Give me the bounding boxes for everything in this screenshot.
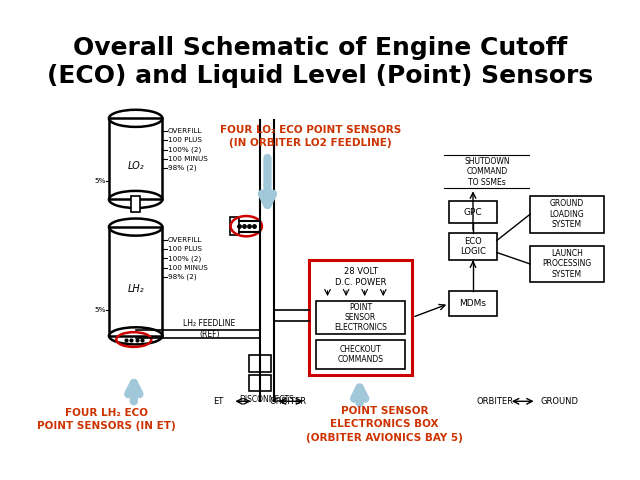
- Text: FOUR LO₂ ECO POINT SENSORS
(IN ORBITER LO2 FEEDLINE): FOUR LO₂ ECO POINT SENSORS (IN ORBITER L…: [220, 125, 401, 148]
- Bar: [230, 217, 239, 235]
- Text: 100% (2): 100% (2): [168, 146, 201, 153]
- Text: 28 VOLT
D.C. POWER: 28 VOLT D.C. POWER: [335, 267, 387, 287]
- Text: 100 PLUS: 100 PLUS: [168, 137, 202, 144]
- Text: 5%: 5%: [95, 178, 106, 184]
- Text: GROUND
LOADING
SYSTEM: GROUND LOADING SYSTEM: [550, 199, 584, 229]
- Text: (ECO) and Liquid Level (Point) Sensors: (ECO) and Liquid Level (Point) Sensors: [47, 64, 593, 88]
- Text: CHECKOUT
COMMANDS: CHECKOUT COMMANDS: [337, 345, 383, 364]
- Text: POINT
SENSOR
ELECTRONICS: POINT SENSOR ELECTRONICS: [334, 302, 387, 332]
- Text: LAUNCH
PROCESSING
SYSTEM: LAUNCH PROCESSING SYSTEM: [542, 249, 591, 279]
- Bar: [131, 196, 140, 212]
- Bar: [316, 301, 404, 334]
- Text: 100% (2): 100% (2): [168, 255, 201, 262]
- Text: OVERFILL: OVERFILL: [168, 237, 202, 243]
- Text: ECO
LOGIC: ECO LOGIC: [460, 237, 486, 256]
- Text: 100 PLUS: 100 PLUS: [168, 246, 202, 252]
- Text: SHUTDOWN
COMMAND
TO SSMEs: SHUTDOWN COMMAND TO SSMEs: [464, 157, 509, 187]
- Bar: [449, 233, 497, 260]
- Text: POINT SENSOR
ELECTRONICS BOX
(ORBITER AVIONICS BAY 5): POINT SENSOR ELECTRONICS BOX (ORBITER AV…: [306, 406, 463, 443]
- Text: Overall Schematic of Engine Cutoff: Overall Schematic of Engine Cutoff: [73, 36, 567, 60]
- Text: LH₂ FEEDLINE
(REF): LH₂ FEEDLINE (REF): [183, 319, 236, 339]
- Bar: [249, 355, 271, 372]
- Text: 98% (2): 98% (2): [168, 165, 196, 171]
- Bar: [309, 260, 412, 375]
- Bar: [109, 119, 163, 200]
- Bar: [249, 374, 271, 391]
- Bar: [316, 339, 404, 369]
- Text: MDMs: MDMs: [460, 299, 486, 308]
- Bar: [449, 201, 497, 223]
- Text: LO₂: LO₂: [127, 161, 144, 171]
- Bar: [530, 196, 604, 233]
- Text: OVERFILL: OVERFILL: [168, 128, 202, 134]
- Text: 100 MINUS: 100 MINUS: [168, 156, 208, 162]
- Text: LH₂: LH₂: [127, 284, 144, 294]
- Text: 100 MINUS: 100 MINUS: [168, 264, 208, 271]
- Text: 5%: 5%: [95, 307, 106, 313]
- Text: GPC: GPC: [464, 208, 483, 217]
- Text: FOUR LH₂ ECO
POINT SENSORS (IN ET): FOUR LH₂ ECO POINT SENSORS (IN ET): [36, 408, 175, 432]
- Bar: [449, 291, 497, 316]
- Text: 98% (2): 98% (2): [168, 274, 196, 280]
- Bar: [109, 227, 163, 336]
- Text: GROUND: GROUND: [541, 397, 579, 406]
- Text: ET: ET: [214, 397, 224, 406]
- Text: DISCONNECTS: DISCONNECTS: [239, 395, 294, 404]
- Text: ORBITER: ORBITER: [269, 397, 307, 406]
- Bar: [530, 246, 604, 282]
- Text: ORBITER: ORBITER: [477, 397, 514, 406]
